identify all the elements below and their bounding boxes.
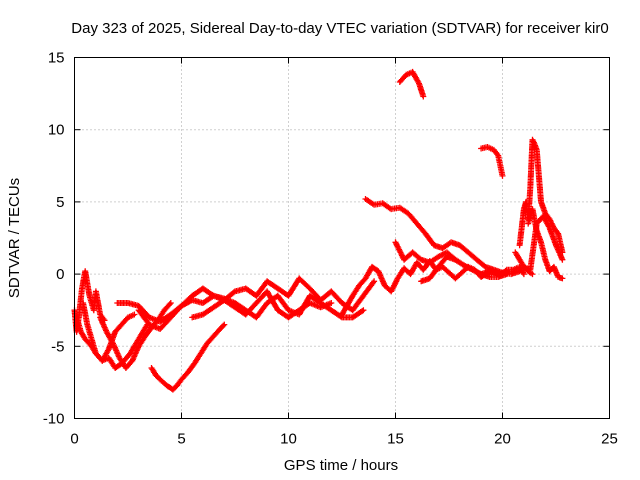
y-tick-label: -5 (51, 338, 64, 355)
y-tick-label: 5 (56, 194, 64, 211)
x-axis-label: GPS time / hours (284, 457, 398, 474)
x-tick-label: 15 (387, 431, 404, 448)
y-tick-label: -10 (43, 411, 65, 428)
y-tick-label: 0 (56, 266, 64, 283)
y-axis-label: SDTVAR / TECUs (6, 178, 23, 298)
data-series (71, 68, 566, 393)
series-arc-n (478, 144, 506, 179)
x-tick-label: 0 (70, 431, 78, 448)
series-arc-l (418, 253, 510, 285)
y-axis-ticks: -10 -5 0 5 10 15 (43, 50, 610, 428)
series-arc-g (189, 288, 335, 321)
y-tick-label: 10 (48, 122, 65, 139)
chart-title: Day 323 of 2025, Sidereal Day-to-day VTE… (71, 20, 608, 37)
grid-lines (74, 57, 610, 419)
series-arc-h (148, 321, 228, 393)
plot-frame (74, 57, 610, 419)
x-tick-label: 10 (280, 431, 297, 448)
x-tick-label: 5 (177, 431, 185, 448)
x-tick-label: 25 (601, 431, 618, 448)
x-axis-ticks: 0 5 10 15 20 25 (70, 57, 618, 448)
x-tick-label: 20 (494, 431, 511, 448)
series-arc-o (516, 136, 566, 256)
series-arc-m (396, 68, 427, 100)
y-tick-label: 15 (48, 50, 65, 67)
series-arc-r (512, 249, 536, 278)
series-arc-f (135, 275, 378, 332)
